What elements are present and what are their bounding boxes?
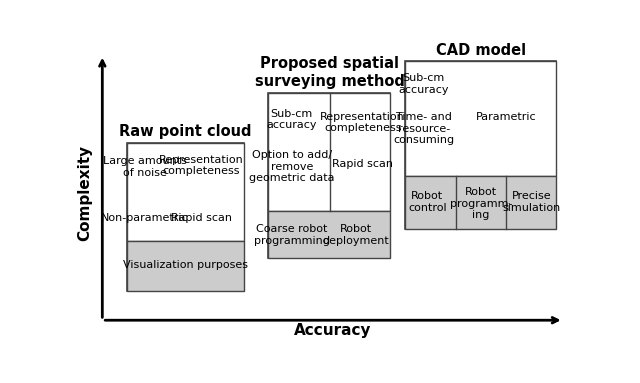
Bar [405, 61, 556, 176]
Text: Raw point cloud: Raw point cloud [120, 124, 252, 139]
Bar [127, 143, 244, 241]
Bar [127, 241, 244, 291]
Bar [269, 93, 390, 258]
Bar [127, 143, 244, 291]
Bar [405, 61, 556, 229]
Text: Sub-cm
accuracy: Sub-cm accuracy [399, 74, 449, 95]
Text: Representation
completeness: Representation completeness [159, 155, 244, 176]
Text: Rapid scan: Rapid scan [171, 213, 232, 224]
Bar [405, 176, 556, 229]
Text: Time- and
resource-
consuming: Time- and resource- consuming [393, 112, 454, 145]
Text: CAD model: CAD model [436, 43, 526, 58]
Text: Option to add/
remove
geometric data: Option to add/ remove geometric data [249, 150, 335, 183]
Bar [269, 93, 390, 211]
Text: Rapid scan: Rapid scan [332, 159, 393, 169]
Text: Representation
completeness: Representation completeness [321, 112, 405, 133]
Text: Sub-cm
accuracy: Sub-cm accuracy [266, 109, 317, 131]
Text: Robot
control: Robot control [408, 192, 447, 213]
Bar [269, 211, 390, 258]
Text: Accuracy: Accuracy [294, 323, 372, 338]
Text: Non-parametric: Non-parametric [100, 213, 188, 224]
Text: Precise
simulation: Precise simulation [502, 192, 561, 213]
Text: Parametric: Parametric [476, 112, 537, 122]
Text: Coarse robot
programming: Coarse robot programming [254, 224, 330, 246]
Text: Proposed spatial
surveying method: Proposed spatial surveying method [255, 56, 404, 89]
Text: Visualization purposes: Visualization purposes [123, 260, 248, 270]
Text: Robot
programm-
ing: Robot programm- ing [449, 187, 512, 220]
Text: Complexity: Complexity [77, 146, 92, 241]
Text: Large amounts
of noise: Large amounts of noise [102, 156, 186, 178]
Text: Robot
deployment: Robot deployment [323, 224, 389, 246]
